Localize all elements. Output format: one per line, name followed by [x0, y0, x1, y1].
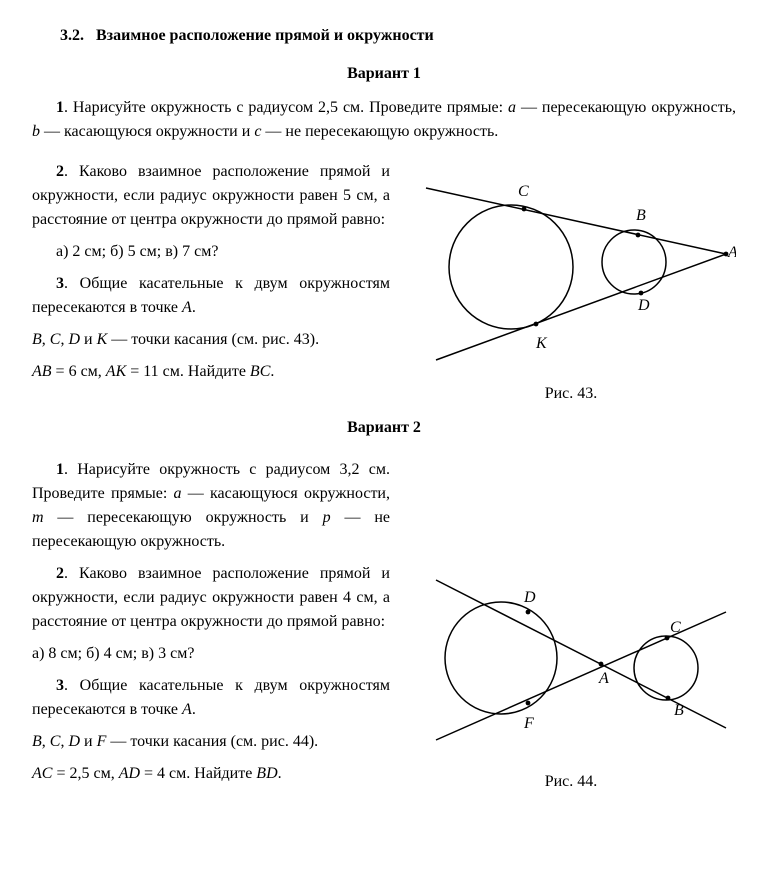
v1-task2-opts: а) 2 см; б) 5 см; в) 7 см?: [32, 240, 390, 264]
variant1-title: Вариант 1: [32, 62, 736, 86]
task-number: 3: [56, 677, 64, 694]
svg-text:C: C: [518, 183, 529, 200]
v1-task3-l1: 3. Общие касательные к двум окружностям …: [32, 272, 390, 320]
section-number: 3.2.: [60, 27, 84, 44]
section-heading: Взаимное расположение прямой и окружност…: [96, 27, 434, 44]
v1-task1: 1. Нарисуйте окружность с радиусом 2,5 с…: [32, 96, 736, 144]
v2-task3-l2: B, C, D и F — точки касания (см. рис. 44…: [32, 730, 390, 754]
figure-43-caption: Рис. 43.: [545, 382, 598, 406]
task-number: 2: [56, 565, 64, 582]
variant2-title: Вариант 2: [32, 416, 736, 440]
svg-text:B: B: [636, 207, 646, 224]
svg-text:D: D: [523, 589, 536, 606]
svg-text:F: F: [523, 715, 534, 732]
v1-task2: 2. Каково взаимное расположение прямой и…: [32, 160, 390, 232]
task-number: 1: [56, 461, 64, 478]
svg-text:A: A: [727, 244, 736, 261]
figure-44: A D F C B: [406, 550, 736, 760]
v2-block: 1. Нарисуйте окружность с радиусом 3,2 с…: [32, 450, 736, 794]
v1-block: 2. Каково взаимное расположение прямой и…: [32, 152, 736, 406]
svg-text:A: A: [598, 670, 609, 687]
svg-text:B: B: [674, 702, 684, 719]
v2-task3-l3: AC = 2,5 см, AD = 4 см. Найдите BD.: [32, 762, 390, 786]
svg-text:K: K: [535, 335, 548, 352]
v2-task2: 2. Каково взаимное расположение прямой и…: [32, 562, 390, 634]
svg-text:C: C: [670, 619, 681, 636]
figure-43: A B C D K: [406, 152, 736, 372]
section-title: 3.2. Взаимное расположение прямой и окру…: [32, 24, 736, 48]
v2-task3-l1: 3. Общие касательные к двум окружностям …: [32, 674, 390, 722]
figure-44-caption: Рис. 44.: [545, 770, 598, 794]
task-number: 3: [56, 275, 64, 292]
v2-task1: 1. Нарисуйте окружность с радиусом 3,2 с…: [32, 458, 390, 554]
v1-task3-l2: B, C, D и K — точки касания (см. рис. 43…: [32, 328, 390, 352]
task-number: 2: [56, 163, 64, 180]
svg-text:D: D: [637, 297, 650, 314]
v1-task3-l3: AB = 6 см, AK = 11 см. Найдите BC.: [32, 360, 390, 384]
v2-task2-opts: а) 8 см; б) 4 см; в) 3 см?: [32, 642, 390, 666]
task-number: 1: [56, 99, 64, 116]
